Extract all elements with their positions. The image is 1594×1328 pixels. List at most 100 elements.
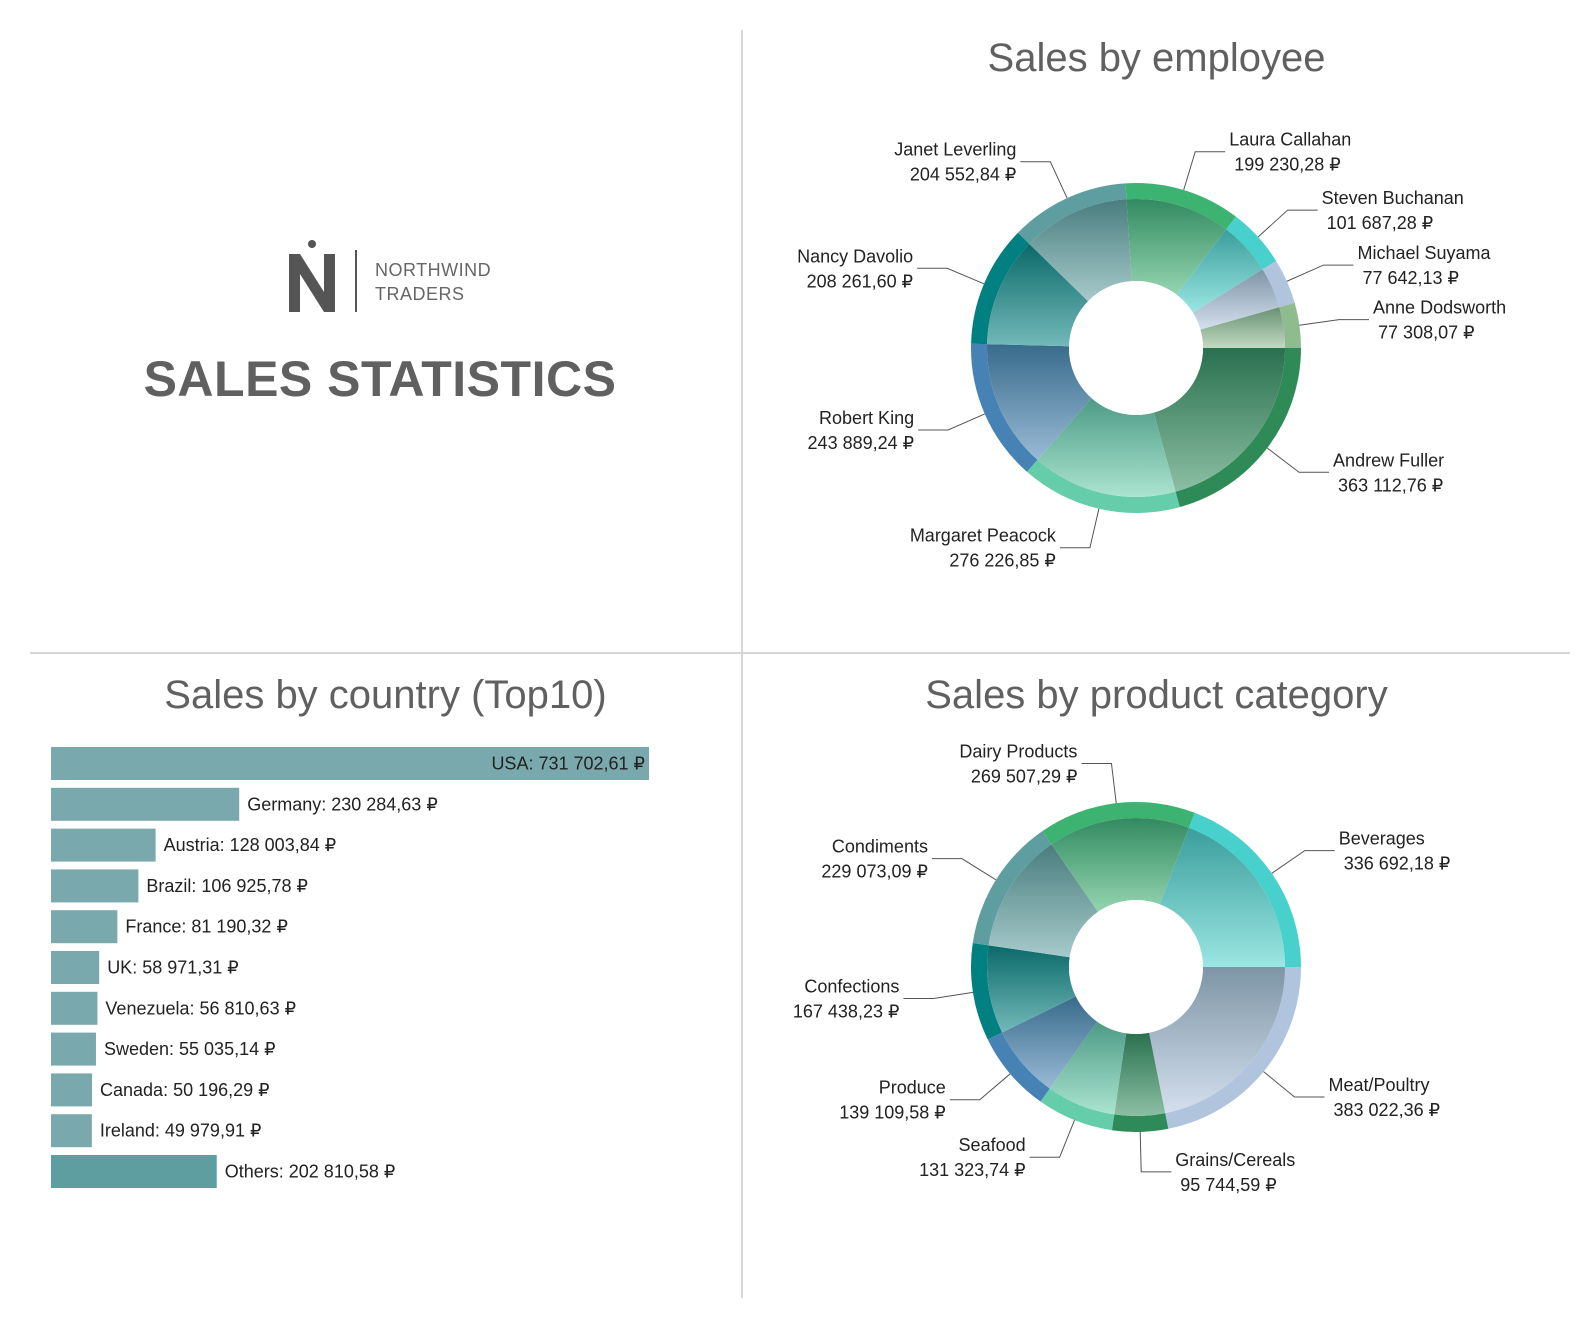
category-donut-chart: Meat/Poultry 383 022,36 ₽ Grains/Cereals 95… — [793, 741, 1451, 1195]
category-label-name: Meat/Poultry — [1329, 1075, 1430, 1095]
country-bar-label: Ireland: 49 979,91 ₽ — [100, 1121, 262, 1141]
employee-label-value: 243 889,24 ₽ — [808, 433, 915, 453]
employee-chart-title: Sales by employee — [987, 36, 1326, 80]
country-bar-austria: Austria: 128 003,84 ₽ — [51, 828, 337, 862]
category-label-name: Beverages — [1339, 829, 1425, 849]
country-bar-france: France: 81 190,32 ₽ — [51, 910, 288, 944]
category-slice-meat-poultry — [1149, 967, 1301, 1129]
brand-logo: NORTHWIND TRADERS — [287, 240, 527, 315]
country-bar-label: Germany: 230 284,63 ₽ — [247, 794, 438, 814]
employee-slice-andrew-fuller — [1153, 348, 1301, 508]
employee-label-name: Robert King — [819, 408, 914, 428]
country-bar-label: Sweden: 55 035,14 ₽ — [104, 1039, 276, 1059]
category-label-value: 336 692,18 ₽ — [1344, 854, 1451, 874]
employee-label-value: 101 687,28 ₽ — [1327, 213, 1434, 233]
employee-label-name: Nancy Davolio — [797, 246, 913, 266]
category-label-dairy-products: Dairy Products 269 507,29 ₽ — [959, 741, 1117, 804]
category-slice-seafood — [1040, 1021, 1127, 1131]
category-label-grains-cereals: Grains/Cereals 95 744,59 ₽ — [1139, 1131, 1295, 1195]
country-bar-label: Venezuela: 56 810,63 ₽ — [105, 998, 296, 1018]
country-bar-germany: Germany: 230 284,63 ₽ — [51, 787, 438, 821]
employee-label-janet-leverling: Janet Leverling 204 552,84 ₽ — [894, 140, 1068, 199]
logo-separator — [355, 250, 357, 312]
country-bar-venezuela: Venezuela: 56 810,63 ₽ — [51, 991, 296, 1025]
brand-name-line2: TRADERS — [375, 284, 465, 304]
category-label-seafood: Seafood 131 323,74 ₽ — [919, 1119, 1075, 1180]
employee-label-steven-buchanan: Steven Buchanan 101 687,28 ₽ — [1257, 188, 1464, 238]
category-slice-confections — [971, 943, 1076, 1040]
employee-label-name: Janet Leverling — [894, 140, 1016, 160]
country-bar-brazil: Brazil: 106 925,78 ₽ — [51, 869, 308, 903]
country-bar-label: UK: 58 971,31 ₽ — [107, 958, 239, 978]
horizontal-divider — [30, 652, 1570, 654]
country-bar-label: Canada: 50 196,29 ₽ — [100, 1080, 270, 1100]
employee-slice-robert-king — [971, 343, 1092, 472]
employee-label-value: 208 261,60 ₽ — [807, 271, 914, 291]
country-bar-label: USA: 731 702,61 ₽ — [491, 754, 645, 774]
employee-label-value: 363 112,76 ₽ — [1338, 475, 1443, 495]
country-bar-label: Austria: 128 003,84 ₽ — [164, 835, 337, 855]
employee-label-name: Michael Suyama — [1357, 243, 1491, 263]
employee-label-value: 204 552,84 ₽ — [910, 165, 1017, 185]
category-label-meat-poultry: Meat/Poultry 383 022,36 ₽ — [1263, 1071, 1441, 1120]
country-bar-chart: USA: 731 702,61 ₽ Germany: 230 284,63 ₽ Au… — [51, 747, 649, 1188]
employee-label-name: Anne Dodsworth — [1373, 298, 1506, 318]
brand-name: NORTHWIND TRADERS — [375, 258, 491, 306]
category-label-name: Confections — [804, 977, 899, 997]
employee-donut-chart: Andrew Fuller 363 112,76 ₽ Margaret Peacoc… — [797, 130, 1506, 571]
category-label-name: Seafood — [959, 1135, 1026, 1155]
employee-label-nancy-davolio: Nancy Davolio 208 261,60 ₽ — [797, 246, 985, 291]
country-bar-uk: UK: 58 971,31 ₽ — [51, 951, 239, 984]
employee-slice-janet-leverling — [1017, 183, 1132, 302]
employee-slice-steven-buchanan — [1176, 216, 1277, 313]
category-label-value: 383 022,36 ₽ — [1334, 1100, 1441, 1120]
northwind-n-logo-icon — [289, 240, 335, 312]
category-label-beverages: Beverages 336 692,18 ₽ — [1271, 829, 1451, 874]
category-slice-grains-cereals — [1111, 1032, 1169, 1132]
category-label-confections: Confections 167 438,23 ₽ — [793, 977, 974, 1022]
category-label-value: 131 323,74 ₽ — [919, 1160, 1026, 1180]
employee-label-value: 276 226,85 ₽ — [949, 551, 1056, 571]
employee-label-robert-king: Robert King 243 889,24 ₽ — [808, 408, 985, 453]
employee-label-laura-callahan: Laura Callahan 199 230,28 ₽ — [1183, 130, 1351, 191]
employee-slice-michael-suyama — [1192, 260, 1295, 330]
employee-label-value: 199 230,28 ₽ — [1234, 155, 1341, 175]
country-bar-canada: Canada: 50 196,29 ₽ — [51, 1073, 270, 1107]
category-label-value: 139 109,58 ₽ — [839, 1103, 946, 1123]
country-bar-ireland: Ireland: 49 979,91 ₽ — [51, 1114, 262, 1148]
category-label-name: Grains/Cereals — [1175, 1150, 1295, 1170]
employee-label-value: 77 642,13 ₽ — [1362, 268, 1459, 288]
category-label-value: 229 073,09 ₽ — [821, 862, 928, 882]
employee-label-name: Andrew Fuller — [1333, 450, 1444, 470]
category-label-value: 269 507,29 ₽ — [971, 766, 1078, 786]
country-bar-label: Others: 202 810,58 ₽ — [225, 1162, 396, 1182]
employee-slice-margaret-peacock — [1026, 398, 1180, 513]
category-label-value: 167 438,23 ₽ — [793, 1002, 900, 1022]
employee-slice-anne-dodsworth — [1200, 302, 1301, 348]
page-title: SALES STATISTICS — [143, 351, 617, 407]
country-bar-sweden: Sweden: 55 035,14 ₽ — [51, 1032, 276, 1066]
category-label-produce: Produce 139 109,58 ₽ — [839, 1073, 1011, 1123]
vertical-divider — [741, 30, 743, 1298]
employee-label-margaret-peacock: Margaret Peacock 276 226,85 ₽ — [910, 508, 1100, 571]
country-bar-others: Others: 202 810,58 ₽ — [51, 1155, 395, 1188]
country-bar-label: France: 81 190,32 ₽ — [125, 917, 288, 937]
category-slice-beverages — [1159, 812, 1301, 967]
country-bar-usa: USA: 731 702,61 ₽ — [51, 747, 649, 780]
category-label-name: Produce — [879, 1078, 946, 1098]
category-slice-produce — [987, 996, 1098, 1102]
category-label-name: Dairy Products — [959, 741, 1077, 761]
category-slice-dairy-products — [1042, 802, 1195, 912]
employee-slice-nancy-davolio — [971, 232, 1089, 347]
employee-label-name: Steven Buchanan — [1322, 188, 1464, 208]
employee-label-anne-dodsworth: Anne Dodsworth 77 308,07 ₽ — [1299, 298, 1506, 343]
country-bar-label: Brazil: 106 925,78 ₽ — [146, 876, 308, 896]
category-label-value: 95 744,59 ₽ — [1180, 1175, 1277, 1195]
employee-label-name: Margaret Peacock — [910, 526, 1057, 546]
category-label-condiments: Condiments 229 073,09 ₽ — [821, 837, 997, 882]
category-label-name: Condiments — [832, 837, 928, 857]
category-slice-condiments — [972, 831, 1098, 958]
country-chart-title: Sales by country (Top10) — [164, 673, 607, 717]
category-chart-title: Sales by product category — [925, 673, 1388, 717]
brand-name-line1: NORTHWIND — [375, 260, 492, 280]
